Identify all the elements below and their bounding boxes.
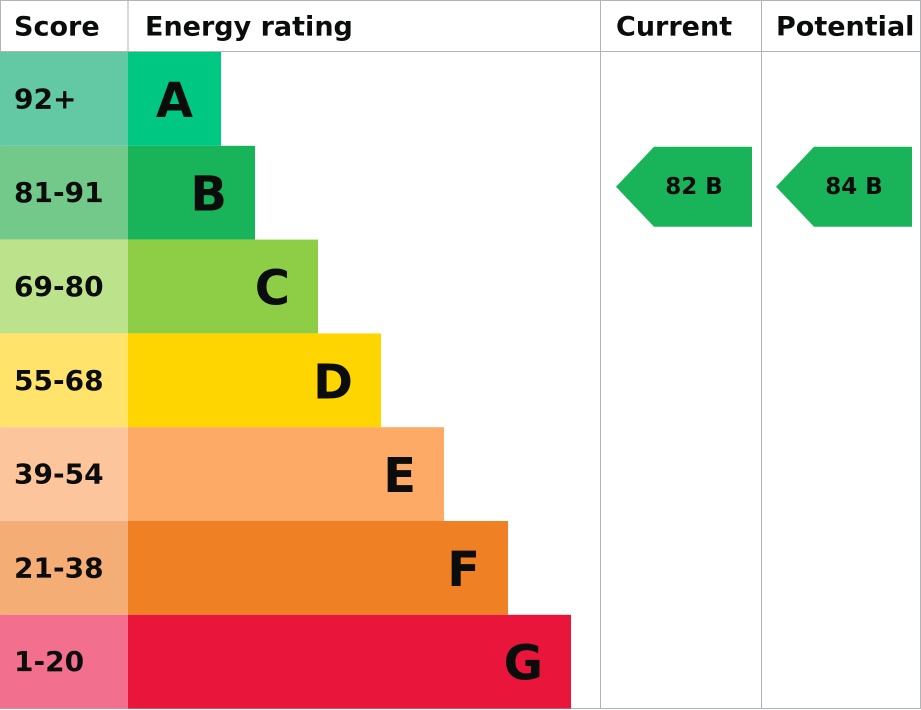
score-cell bbox=[0, 521, 128, 615]
score-cell bbox=[0, 427, 128, 521]
score-cell bbox=[0, 614, 128, 709]
header-score: Score bbox=[14, 12, 100, 43]
score-cell bbox=[0, 145, 128, 240]
potential-label: 84 B bbox=[825, 174, 883, 200]
score-range: 39-54 bbox=[14, 458, 104, 491]
score-cell bbox=[0, 333, 128, 428]
rating-letter: C bbox=[255, 261, 290, 317]
rating-bar bbox=[128, 427, 444, 521]
rating-bar bbox=[128, 614, 571, 709]
current-label: 82 B bbox=[665, 174, 723, 200]
rating-bar bbox=[128, 333, 381, 428]
score-range: 81-91 bbox=[14, 176, 104, 209]
rating-letter: D bbox=[313, 354, 353, 410]
rating-letter: A bbox=[156, 73, 193, 129]
header-current: Current bbox=[616, 12, 732, 43]
score-range: 69-80 bbox=[14, 270, 104, 303]
header-rating: Energy rating bbox=[145, 12, 353, 43]
score-range: 1-20 bbox=[14, 645, 84, 678]
rating-bar bbox=[128, 52, 221, 146]
rating-letter: B bbox=[190, 167, 227, 223]
rating-bar bbox=[128, 521, 508, 615]
rating-bar bbox=[128, 239, 318, 334]
score-range: 92+ bbox=[14, 82, 76, 115]
rating-letter: E bbox=[383, 448, 416, 504]
potential-arrow bbox=[776, 146, 912, 227]
score-range: 21-38 bbox=[14, 551, 104, 584]
rating-letter: F bbox=[447, 542, 480, 598]
rating-bar bbox=[128, 145, 255, 240]
score-cell bbox=[0, 52, 128, 146]
rating-letter: G bbox=[504, 636, 543, 692]
header-potential: Potential bbox=[776, 12, 914, 43]
score-cell bbox=[0, 239, 128, 334]
score-range: 55-68 bbox=[14, 364, 104, 397]
current-arrow bbox=[616, 146, 752, 227]
